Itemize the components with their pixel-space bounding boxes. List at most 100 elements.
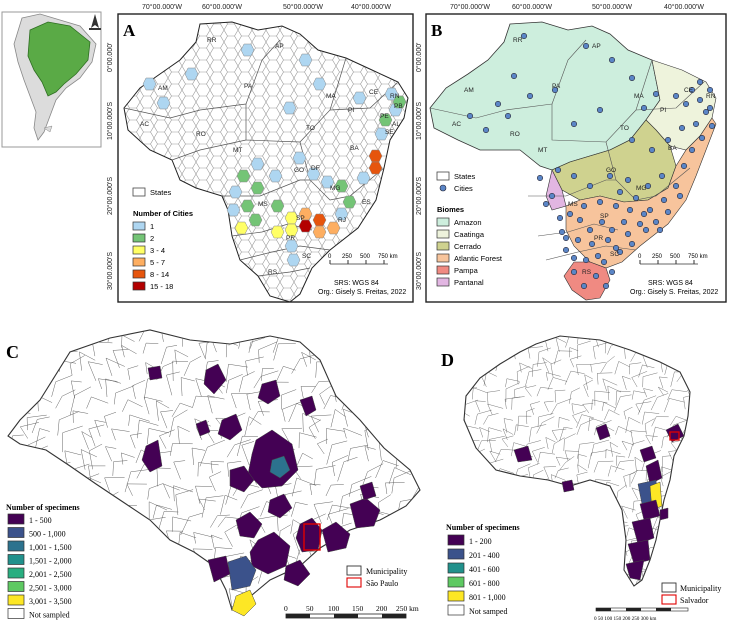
legend-label: São Paulo — [366, 579, 398, 588]
city-point — [656, 227, 663, 234]
svg-text:RR: RR — [513, 37, 523, 44]
legend-item-label: 1,501 - 2,000 — [29, 557, 72, 566]
svg-text:0 50 100 150 200 250 300 km: 0 50 100 150 200 250 300 km — [594, 616, 656, 622]
legend-label: States — [150, 188, 172, 197]
legend-swatch — [132, 233, 146, 243]
scale-bar-c: 0 50 100 150 200 250 km — [284, 604, 419, 619]
legend-swatch — [447, 562, 465, 574]
state-label: RR — [207, 37, 217, 44]
city-point — [594, 253, 601, 260]
city-point — [526, 93, 533, 100]
legend-item-label: 1 - 200 — [469, 537, 492, 546]
state-label: SE — [385, 129, 394, 136]
svg-text:AC: AC — [452, 121, 461, 128]
city-point — [580, 203, 587, 210]
legend-item-label: Pampa — [454, 266, 479, 275]
city-point — [702, 109, 709, 116]
city-point — [664, 209, 671, 216]
city-point — [658, 173, 665, 180]
credit-label: Org.: Gisely S. Freitas, 2022 — [630, 289, 718, 296]
panel-label: D — [441, 350, 454, 370]
state-label: DF — [311, 165, 320, 172]
city-point — [466, 113, 473, 120]
city-point — [576, 217, 583, 224]
city-point — [646, 207, 653, 214]
legend-c-boundaries: Municipality São Paulo — [346, 565, 407, 588]
city-point — [640, 105, 647, 112]
state-label: MA — [326, 93, 336, 100]
state-labels-b: RR AP AM PA MA CE RN PI AC RO TO BA MT G… — [452, 37, 716, 276]
srs-label: SRS: WGS 84 — [334, 280, 379, 287]
city-point — [708, 123, 715, 130]
city-point — [604, 237, 611, 244]
longitude-label: 50°00.000'W — [592, 3, 632, 11]
state-label: CE — [369, 89, 379, 96]
svg-text:PI: PI — [660, 107, 666, 114]
latitude-label: 30°00.000'S — [106, 252, 114, 290]
state-label: ES — [362, 199, 371, 206]
city-point — [551, 87, 558, 94]
city-point — [688, 147, 695, 154]
city-point — [696, 79, 703, 86]
legend-swatch — [436, 217, 450, 227]
city-point — [616, 249, 623, 256]
city-point — [510, 73, 517, 80]
legend-item-label: Pantanal — [454, 278, 484, 287]
legend-swatch — [7, 567, 25, 579]
legend-swatch — [436, 229, 450, 239]
state-label: PR — [286, 235, 295, 242]
city-point — [680, 163, 687, 170]
city-point — [562, 247, 569, 254]
svg-text:MS: MS — [568, 201, 578, 208]
legend-d-boundaries: Municipality Salvador — [661, 582, 721, 605]
city-point — [582, 256, 589, 263]
legend-d: Number of specimens 1 - 200 201 - 400 401 … — [446, 523, 520, 616]
scale-bar-a: 0 250 500 750 km — [328, 254, 398, 265]
legend-swatch — [132, 221, 146, 231]
state-label: MG — [330, 185, 340, 192]
biome-pantanal — [545, 169, 567, 211]
svg-text:250: 250 — [342, 254, 353, 260]
state-label: PA — [244, 83, 253, 90]
credit-label: Org.: Gisely S. Freitas, 2022 — [318, 289, 406, 296]
city-point — [620, 219, 627, 226]
city-point — [596, 107, 603, 114]
city-point — [628, 241, 635, 248]
legend-swatch — [447, 590, 465, 602]
legend-swatch — [132, 257, 146, 267]
city-point — [536, 175, 543, 182]
svg-text:500: 500 — [670, 254, 681, 260]
svg-text:RS: RS — [582, 269, 592, 276]
city-point — [616, 189, 623, 196]
svg-text:750 km: 750 km — [688, 254, 708, 260]
panel-b: RR AP AM PA MA CE RN PI AC RO TO BA MT G… — [415, 3, 727, 303]
legend-item-label: 401 - 600 — [469, 565, 500, 574]
legend-title: Number of Cities — [133, 209, 193, 218]
state-label: RO — [196, 131, 206, 138]
longitude-label: 60°00.000'W — [202, 3, 242, 11]
svg-text:SP: SP — [600, 213, 609, 220]
svg-text:PR: PR — [594, 235, 603, 242]
legend-b: States Cities Biomes Amazon Caatinga Cerra… — [436, 171, 503, 287]
city-point — [624, 177, 631, 184]
legend-swatch — [436, 277, 450, 287]
city-count-cells — [142, 43, 407, 267]
panel-label: B — [431, 21, 442, 40]
state-label: SC — [302, 253, 311, 260]
srs-label: SRS: WGS 84 — [648, 280, 693, 287]
city-point — [566, 211, 573, 218]
legend-item-label: Amazon — [454, 218, 482, 227]
legend-swatch — [447, 534, 465, 546]
city-point — [642, 227, 649, 234]
state-label: RJ — [338, 217, 346, 224]
svg-text:250: 250 — [652, 254, 663, 260]
state-label: RS — [268, 269, 278, 276]
latitude-label: 20°00.000'S — [415, 177, 423, 215]
city-point — [628, 137, 635, 144]
states-swatch — [132, 187, 146, 197]
city-point — [628, 75, 635, 82]
city-point — [624, 231, 631, 238]
city-point — [570, 268, 577, 275]
svg-text:CE: CE — [684, 87, 694, 94]
